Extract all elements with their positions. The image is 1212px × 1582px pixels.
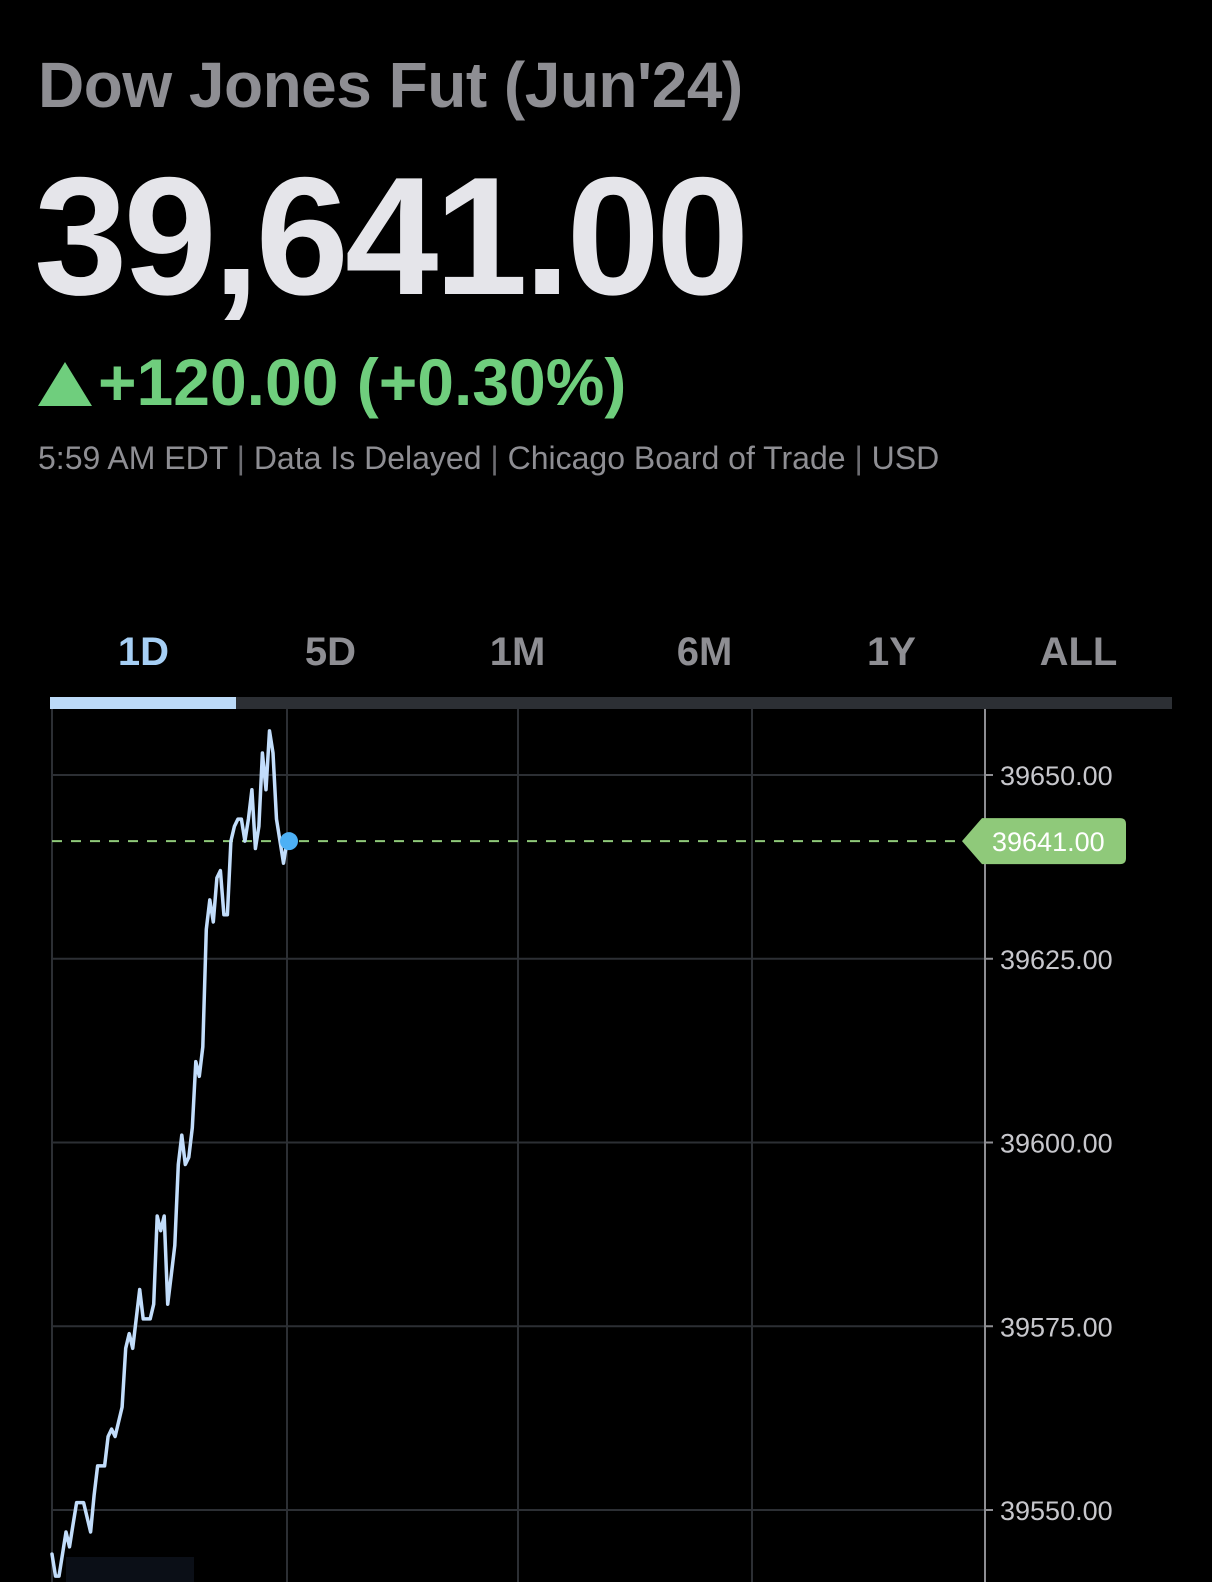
chart-grid: [51, 709, 985, 1582]
current-price-tag-label: 39641.00: [992, 827, 1105, 857]
y-tick-label: 39625.00: [1000, 945, 1113, 975]
delay-notice: Data Is Delayed: [253, 440, 482, 476]
instrument-title: Dow Jones Fut (Jun'24): [38, 49, 743, 121]
current-price-reference: 39641.00: [52, 818, 1126, 865]
meta-separator: |: [490, 440, 499, 476]
meta-separator: |: [236, 440, 245, 476]
tab-6m[interactable]: 6M: [676, 630, 733, 674]
y-tick-label: 39550.00: [1000, 1496, 1113, 1526]
y-tick-label: 39650.00: [1000, 761, 1113, 791]
range-tabs: 1D 5D 1M 6M 1Y ALL: [50, 630, 1172, 680]
meta-separator: |: [854, 440, 863, 476]
price-change-value: +120.00 (+0.30%): [98, 345, 627, 419]
last-price: 39,641.00: [34, 142, 749, 330]
tab-5d[interactable]: 5D: [304, 630, 357, 674]
tab-1m[interactable]: 1M: [489, 630, 546, 674]
price-line: [50, 729, 289, 1578]
tab-1y[interactable]: 1Y: [867, 630, 916, 674]
quote-time: 5:59 AM EDT: [38, 440, 228, 476]
current-price-dot: [280, 832, 298, 851]
tab-1d[interactable]: 1D: [117, 630, 170, 674]
quote-meta: 5:59 AM EDT | Data Is Delayed | Chicago …: [38, 440, 939, 477]
active-tab-indicator: [50, 697, 236, 709]
current-price-tag: [962, 818, 1126, 865]
price-series: [50, 729, 298, 1582]
tab-all[interactable]: ALL: [1039, 630, 1118, 674]
y-tick-label: 39575.00: [1000, 1312, 1113, 1342]
up-triangle-icon: [38, 362, 92, 406]
y-axis: 39650.00 39625.00 39600.00 39575.00 39550.00: [984, 709, 1113, 1582]
price-change: +120.00 (+0.30%): [38, 344, 626, 420]
price-chart[interactable]: 39650.00 39625.00 39600.00 39575.00 39550.00…: [0, 709, 1212, 1582]
tab-track: [50, 697, 1172, 709]
currency: USD: [871, 440, 940, 476]
shaded-area: [66, 1557, 194, 1582]
y-tick-label: 39600.00: [1000, 1129, 1113, 1159]
exchange-name: Chicago Board of Trade: [507, 440, 846, 476]
